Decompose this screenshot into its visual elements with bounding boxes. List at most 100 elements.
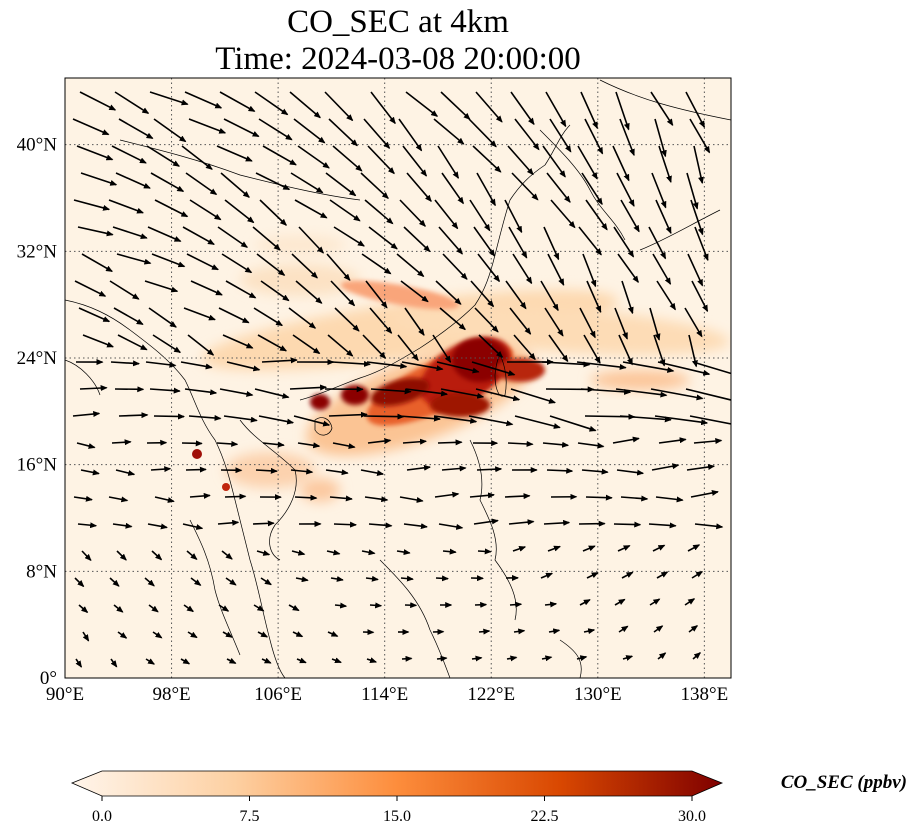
wind-arrow	[115, 172, 151, 189]
wind-arrow	[223, 415, 258, 423]
lon-tick-label: 98°E	[152, 684, 190, 705]
wind-arrow	[112, 226, 148, 239]
wind-arrow	[296, 657, 307, 664]
wind-arrow	[328, 118, 358, 147]
wind-arrow	[260, 280, 290, 302]
wind-arrow	[154, 199, 189, 218]
wind-arrow	[118, 412, 149, 419]
wind-arrow	[475, 388, 521, 402]
lat-tick-label: 40°N	[17, 135, 58, 156]
wind-arrow	[326, 549, 341, 556]
wind-arrow	[688, 625, 699, 633]
wind-arrow	[478, 628, 491, 635]
wind-arrow	[435, 280, 462, 305]
wind-arrow	[261, 357, 298, 364]
wind-arrow	[512, 253, 533, 285]
wind-arrow	[689, 118, 711, 154]
wind-arrow	[252, 520, 275, 527]
wind-arrow	[577, 145, 598, 180]
wind-arrow	[297, 145, 330, 169]
wind-arrow	[657, 361, 711, 376]
wind-arrow	[615, 91, 630, 131]
wind-arrow	[442, 253, 468, 280]
wind-arrow	[292, 334, 321, 355]
wind-arrow	[367, 145, 395, 175]
wind-arrow	[73, 495, 93, 502]
wind-arrow	[293, 415, 331, 427]
wind-arrow	[360, 469, 385, 476]
wind-arrow	[618, 625, 629, 633]
wind-arrow	[658, 145, 672, 184]
wind-arrow	[149, 91, 189, 106]
wind-arrow	[398, 415, 441, 422]
wind-arrow	[694, 523, 724, 530]
wind-arrow	[543, 226, 560, 261]
wind-arrow	[615, 388, 668, 398]
wind-arrow	[433, 415, 478, 424]
wind-arrow	[329, 495, 353, 502]
wind-arrow	[144, 577, 155, 587]
wind-arrow	[114, 91, 150, 114]
wind-arrow	[252, 226, 281, 251]
wind-arrow	[152, 334, 182, 354]
wind-arrow	[471, 655, 483, 662]
wind-arrow	[365, 280, 388, 309]
wind-arrow	[653, 625, 664, 633]
wind-arrow	[116, 253, 152, 265]
wind-arrow	[686, 172, 699, 210]
wind-arrow	[511, 172, 539, 201]
map-title: CO_SEC at 4km	[287, 4, 509, 40]
wind-arrow	[402, 438, 428, 445]
colorbar-tick-label: 30.0	[678, 808, 706, 825]
wind-arrow	[690, 489, 719, 498]
wind-arrow	[150, 466, 172, 473]
lon-tick-label: 106°E	[254, 684, 302, 705]
wind-arrow	[219, 91, 256, 113]
wind-arrow	[469, 199, 491, 232]
colorbar-ticks: 0.0 7.5 15.0 22.5 30.0	[92, 796, 706, 825]
wind-arrow	[656, 571, 669, 579]
wind-arrow	[72, 118, 110, 136]
wind-arrow	[76, 145, 114, 161]
wind-arrow	[297, 442, 321, 449]
longitude-labels: 90°E 98°E 106°E 114°E 122°E 130°E 138°E	[46, 684, 728, 705]
wind-arrow	[257, 334, 288, 352]
wind-arrow	[226, 361, 261, 372]
wind-arrow	[469, 492, 495, 499]
wind-arrow	[366, 361, 408, 369]
wind-arrow	[651, 463, 680, 471]
wind-arrow	[687, 544, 701, 552]
wind-arrow	[325, 172, 357, 197]
wind-arrow	[189, 199, 222, 221]
wind-arrow	[262, 145, 297, 166]
wind-arrow	[334, 602, 348, 609]
wind-arrow	[687, 253, 704, 287]
wind-arrow	[291, 549, 306, 556]
wind-arrow	[612, 436, 640, 444]
wind-arrow	[145, 658, 155, 665]
wind-arrow	[474, 307, 499, 333]
wind-arrow	[694, 226, 709, 262]
wind-arrow	[151, 253, 186, 268]
wind-arrow	[73, 199, 111, 211]
wind-arrow	[253, 307, 283, 327]
map-subtitle-time: Time: 2024-03-08 20:00:00	[215, 41, 581, 77]
wind-arrow	[328, 411, 368, 418]
wind-arrow	[622, 361, 675, 373]
wind-arrow	[689, 415, 731, 425]
wind-arrow	[111, 145, 147, 164]
wind-arrow	[153, 413, 186, 420]
wind-arrow	[190, 280, 223, 296]
wind-arrow	[548, 628, 561, 635]
wind-arrow	[148, 604, 159, 613]
wind-arrow	[510, 388, 556, 404]
wind-arrow	[396, 549, 411, 555]
wind-arrow	[224, 493, 247, 500]
wind-arrow	[441, 172, 464, 205]
wind-arrow	[440, 388, 485, 399]
wind-arrow	[180, 658, 191, 665]
wind-arrow	[326, 253, 351, 281]
wind-arrow	[257, 631, 269, 638]
wind-arrow	[219, 388, 254, 397]
